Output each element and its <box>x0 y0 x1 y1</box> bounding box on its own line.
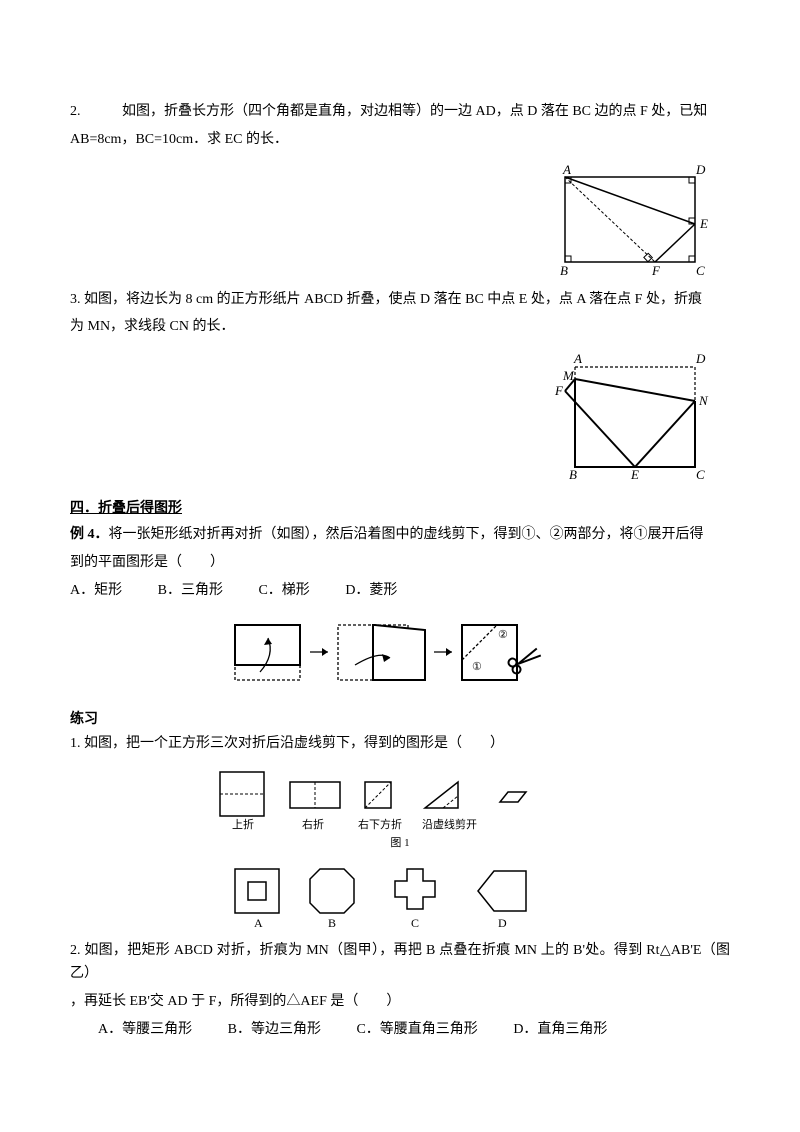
q2-line1: 2.如图，折叠长方形（四个角都是直角，对边相等）的一边 AD，点 D 落在 BC… <box>70 100 730 124</box>
p2-number: 2. <box>70 943 81 958</box>
p1-figure-row2: A B C D <box>70 861 730 931</box>
svg-text:右下方折: 右下方折 <box>358 817 402 831</box>
q3-figure: A D B C E M F N <box>550 349 710 479</box>
section4-heading: 四．折叠后得图形 <box>70 497 730 521</box>
ex4-options: A．矩形 B．三角形 C．梯形 D．菱形 <box>70 579 730 603</box>
p1-line1: 1. 如图，把一个正方形三次对折后沿虚线剪下，得到的图形是（ ） <box>70 732 730 756</box>
svg-text:A: A <box>254 916 263 930</box>
p1-text: 如图，把一个正方形三次对折后沿虚线剪下，得到的图形是（ ） <box>84 736 504 751</box>
svg-text:M: M <box>562 368 575 383</box>
svg-text:D: D <box>498 916 507 930</box>
p2-line1: 2. 如图，把矩形 ABCD 对折，折痕为 MN（图甲），再把 B 点叠在折痕 … <box>70 939 730 987</box>
svg-text:E: E <box>630 467 639 479</box>
svg-text:A: A <box>573 351 582 366</box>
q2-line2: AB=8cm，BC=10cm．求 EC 的长． <box>70 128 730 152</box>
svg-text:B: B <box>328 916 336 930</box>
svg-text:上折: 上折 <box>232 817 254 831</box>
practice-heading: 练习 <box>70 708 730 732</box>
q3-number: 3. <box>70 292 81 307</box>
q3-text: 如图，将边长为 8 cm 的正方形纸片 ABCD 折叠，使点 D 落在 BC 中… <box>84 292 702 307</box>
svg-text:A: A <box>562 162 571 177</box>
ex4-label: 例 4． <box>70 527 109 542</box>
svg-text:右折: 右折 <box>302 817 324 831</box>
svg-text:②: ② <box>498 629 508 641</box>
svg-text:沿虚线剪开: 沿虚线剪开 <box>422 817 477 831</box>
ex4-optC: C．梯形 <box>258 579 309 603</box>
svg-text:①: ① <box>472 661 482 673</box>
svg-text:E: E <box>699 216 708 231</box>
p2-optA: A．等腰三角形 <box>98 1018 192 1042</box>
p2-line2: ，再延长 EB'交 AD 于 F，所得到的△AEF 是（ ） <box>70 990 730 1014</box>
svg-text:D: D <box>695 162 706 177</box>
ex4-text: 将一张矩形纸对折再对折（如图），然后沿着图中的虚线剪下，得到①、②两部分，将①展… <box>109 527 704 542</box>
ex4-optD: D．菱形 <box>345 579 397 603</box>
p2-optC: C．等腰直角三角形 <box>356 1018 477 1042</box>
svg-text:F: F <box>651 263 661 278</box>
p1-figlabel: 图 1 <box>70 834 730 853</box>
ex4-line2: 到的平面图形是（ ） <box>70 551 730 575</box>
ex4-optB: B．三角形 <box>158 579 223 603</box>
p2-text: 如图，把矩形 ABCD 对折，折痕为 MN（图甲），再把 B 点叠在折痕 MN … <box>70 943 730 982</box>
q3-line1: 3. 如图，将边长为 8 cm 的正方形纸片 ABCD 折叠，使点 D 落在 B… <box>70 288 730 312</box>
p1-number: 1. <box>70 736 81 751</box>
svg-text:C: C <box>411 916 419 930</box>
ex4-optA: A．矩形 <box>70 579 122 603</box>
svg-text:C: C <box>696 263 705 278</box>
svg-text:C: C <box>696 467 705 479</box>
svg-text:B: B <box>560 263 568 278</box>
svg-text:D: D <box>695 351 706 366</box>
q2-figure: A D B C F E <box>550 162 710 282</box>
ex4-line1: 例 4．将一张矩形纸对折再对折（如图），然后沿着图中的虚线剪下，得到①、②两部分… <box>70 523 730 547</box>
ex4-figure: ① ② <box>70 610 730 700</box>
q3-line2: 为 MN，求线段 CN 的长． <box>70 315 730 339</box>
svg-text:N: N <box>698 393 709 408</box>
svg-text:B: B <box>569 467 577 479</box>
svg-text:F: F <box>554 383 564 398</box>
p2-options: A．等腰三角形 B．等边三角形 C．等腰直角三角形 D．直角三角形 <box>70 1018 730 1042</box>
q2-number: 2. <box>70 100 122 124</box>
q2-text: 如图，折叠长方形（四个角都是直角，对边相等）的一边 AD，点 D 落在 BC 边… <box>122 104 707 119</box>
p1-figure-row1: 上折 右折 右下方折 沿虚线剪开 <box>70 764 730 834</box>
p2-optB: B．等边三角形 <box>228 1018 321 1042</box>
p2-optD: D．直角三角形 <box>513 1018 607 1042</box>
